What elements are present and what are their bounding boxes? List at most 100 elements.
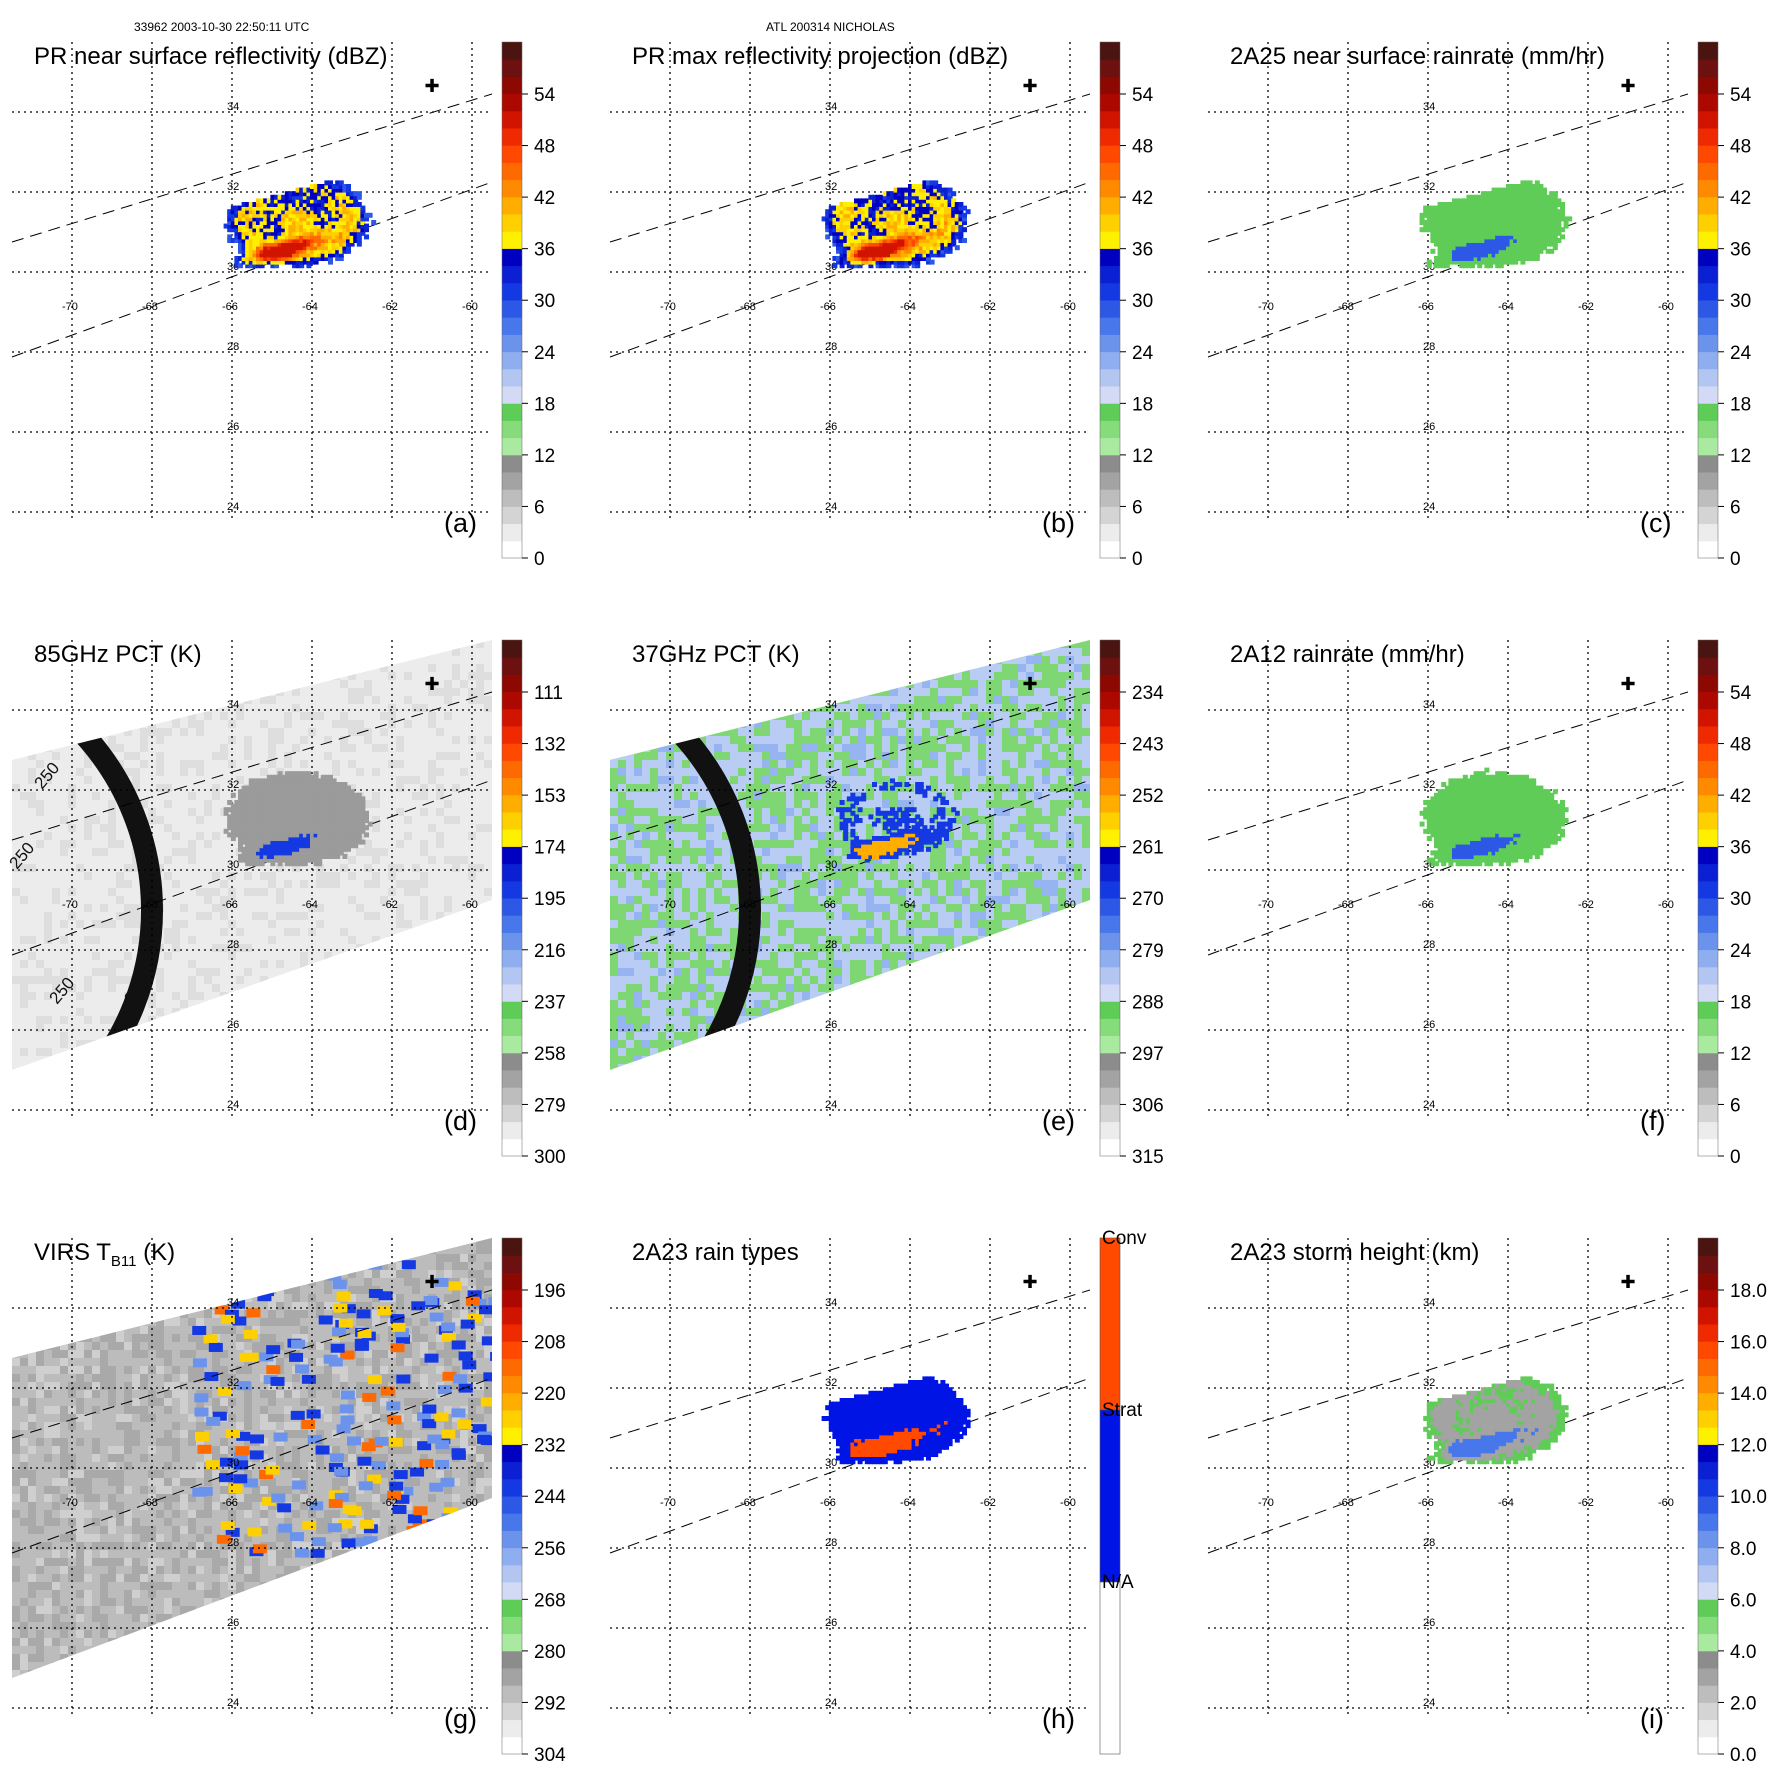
data-cell bbox=[965, 209, 971, 215]
data-cell bbox=[263, 854, 269, 859]
data-cell bbox=[295, 796, 301, 802]
data-cell bbox=[890, 818, 895, 823]
data-cell bbox=[897, 843, 903, 849]
colorbar-tick-label: 30 bbox=[1132, 291, 1153, 312]
data-cell bbox=[1520, 825, 1526, 831]
data-cell bbox=[1502, 241, 1508, 247]
data-cell bbox=[846, 212, 852, 218]
data-cell bbox=[263, 821, 269, 827]
data-cell bbox=[245, 241, 251, 247]
colorbar-swatch bbox=[502, 846, 522, 865]
data-cell bbox=[1524, 789, 1529, 795]
data-cell bbox=[1462, 205, 1468, 211]
colorbar-swatch bbox=[502, 966, 522, 985]
data-cell bbox=[1480, 839, 1486, 845]
data-cell bbox=[861, 846, 867, 852]
data-cell bbox=[1516, 191, 1522, 197]
ir-cell bbox=[472, 1424, 487, 1434]
data-cell bbox=[1534, 248, 1540, 254]
panel-title: 85GHz PCT (K) bbox=[34, 641, 202, 668]
data-cell bbox=[1527, 785, 1533, 791]
data-cell bbox=[1448, 843, 1454, 849]
data-cell bbox=[270, 850, 276, 856]
data-cell bbox=[277, 245, 283, 251]
data-cell bbox=[1491, 227, 1497, 233]
data-cell bbox=[926, 245, 931, 251]
data-cell bbox=[1459, 857, 1465, 863]
data-cell bbox=[1527, 818, 1533, 823]
data-cell bbox=[915, 832, 921, 838]
data-cell bbox=[328, 184, 333, 189]
data-cell bbox=[263, 245, 269, 251]
data-cell bbox=[1470, 230, 1475, 236]
data-cell bbox=[1491, 796, 1497, 802]
data-cell bbox=[1495, 814, 1501, 820]
data-cell bbox=[245, 821, 251, 827]
data-cell bbox=[292, 825, 297, 831]
data-cell bbox=[1516, 828, 1522, 834]
data-cell bbox=[245, 216, 251, 222]
data-cell bbox=[864, 202, 870, 207]
colorbar-swatch bbox=[502, 1035, 522, 1054]
data-cell bbox=[320, 839, 326, 845]
data-cell bbox=[1538, 191, 1544, 197]
data-cell bbox=[1466, 782, 1472, 787]
data-cell bbox=[1502, 857, 1508, 863]
data-cell bbox=[1444, 832, 1450, 838]
data-cell bbox=[1506, 857, 1511, 863]
data-cell bbox=[353, 825, 359, 831]
data-cell bbox=[947, 194, 953, 200]
colorbar-swatch bbox=[1698, 1052, 1718, 1071]
data-cell bbox=[277, 782, 283, 787]
data-cell bbox=[1462, 807, 1468, 813]
data-cell bbox=[1556, 238, 1562, 243]
data-cell bbox=[1488, 828, 1493, 834]
data-cell bbox=[872, 854, 877, 859]
data-cell bbox=[248, 238, 254, 243]
data-cell bbox=[1448, 220, 1454, 225]
data-cell bbox=[1470, 814, 1475, 820]
data-cell bbox=[346, 796, 351, 802]
data-cell bbox=[1462, 198, 1468, 204]
data-cell bbox=[1452, 854, 1457, 859]
data-cell bbox=[1480, 216, 1486, 222]
colorbar-swatch bbox=[502, 196, 522, 215]
data-cell bbox=[850, 263, 856, 269]
data-cell bbox=[288, 832, 294, 838]
colorbar-swatch bbox=[1100, 42, 1120, 60]
data-cell bbox=[1502, 828, 1508, 834]
data-cell bbox=[1502, 238, 1508, 243]
data-cell bbox=[936, 836, 942, 841]
data-cell bbox=[918, 187, 924, 193]
colorbar-swatch bbox=[502, 1736, 522, 1755]
data-cell bbox=[1444, 220, 1450, 225]
data-cell bbox=[1509, 800, 1515, 805]
data-cell bbox=[299, 814, 305, 820]
data-cell bbox=[360, 223, 366, 229]
ir-cell bbox=[218, 1473, 233, 1483]
ir-cell bbox=[330, 1343, 345, 1353]
data-cell bbox=[1448, 778, 1454, 784]
data-cell bbox=[1498, 839, 1504, 845]
colorbar-swatch bbox=[502, 1052, 522, 1071]
data-cell bbox=[1545, 241, 1551, 247]
data-cell bbox=[886, 198, 892, 204]
data-cell bbox=[1444, 248, 1450, 254]
data-cell bbox=[911, 184, 917, 189]
data-cell bbox=[1437, 857, 1443, 863]
data-cell bbox=[1560, 212, 1565, 218]
data-cell bbox=[854, 818, 859, 823]
data-cell bbox=[284, 771, 290, 777]
data-cell bbox=[331, 202, 337, 207]
data-cell bbox=[238, 220, 243, 225]
data-cell bbox=[1444, 843, 1450, 849]
data-cell bbox=[1509, 807, 1515, 813]
data-cell bbox=[299, 810, 305, 816]
data-cell bbox=[1477, 194, 1483, 200]
data-cell bbox=[958, 230, 964, 236]
data-cell bbox=[346, 807, 351, 813]
data-cell bbox=[1502, 839, 1508, 845]
data-cell bbox=[900, 198, 906, 204]
ir-cell bbox=[387, 1491, 402, 1501]
ir-cell bbox=[307, 1435, 322, 1445]
